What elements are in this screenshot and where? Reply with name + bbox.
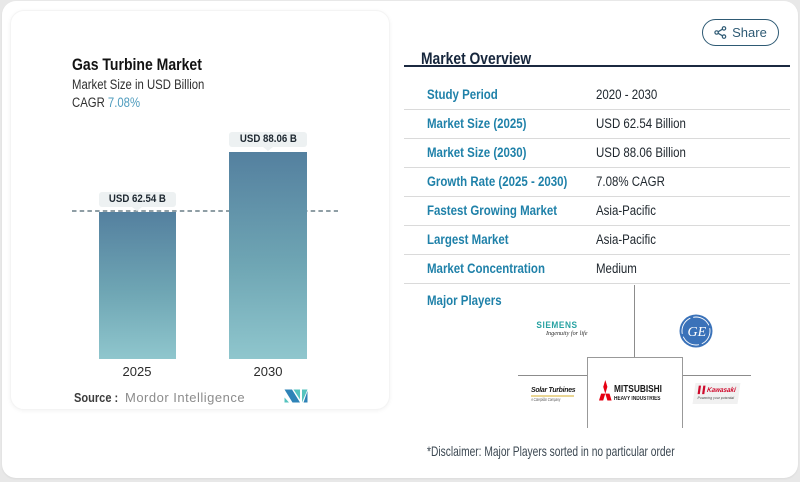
svg-text:GE: GE: [688, 325, 707, 340]
